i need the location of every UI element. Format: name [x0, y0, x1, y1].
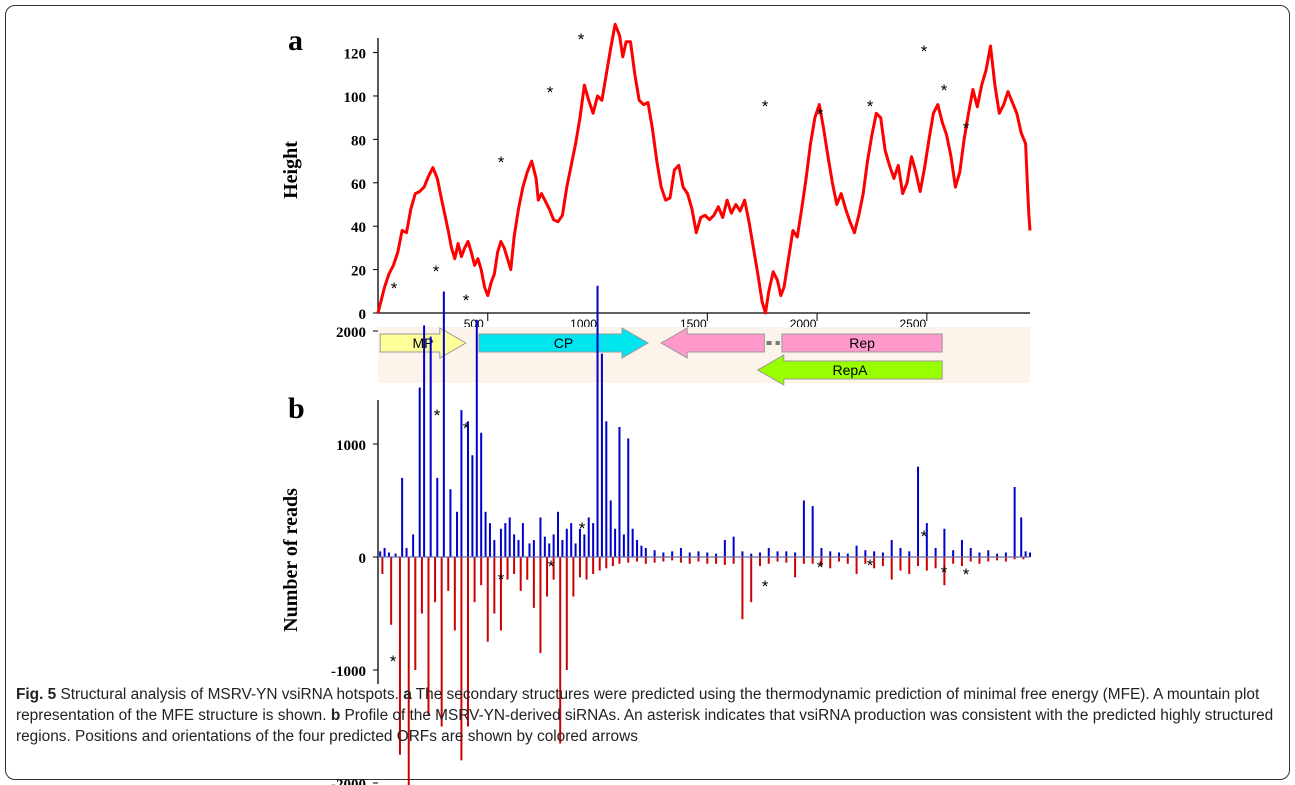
- structure-asterisk: *: [867, 97, 874, 116]
- orf-arrow: [756, 354, 943, 386]
- structure-asterisk: *: [762, 97, 769, 116]
- orf-arrow: [781, 333, 943, 353]
- genome-map: MP CP Rep RepA: [378, 327, 1030, 386]
- caption-title: Structural analysis of MSRV-YN vsiRNA ho…: [60, 686, 399, 703]
- structure-asterisk: *: [391, 279, 398, 298]
- y-tick-label-b: 0: [359, 551, 367, 567]
- y-axis-title-b: Number of reads: [280, 488, 302, 632]
- structure-asterisk: *: [433, 262, 440, 281]
- figure-caption: Fig. 5 Structural analysis of MSRV-YN vs…: [16, 684, 1278, 747]
- y-tick-label-a: 60: [351, 177, 366, 193]
- y-tick-label-a: 120: [344, 47, 367, 63]
- orf-label: MP: [413, 335, 434, 351]
- y-tick-label-b: 2000: [336, 325, 366, 341]
- caption-a-label: a: [403, 686, 412, 703]
- structure-asterisk: *: [498, 153, 505, 172]
- caption-a-text: The secondary structures were predicted …: [16, 686, 1260, 724]
- structure-asterisk: *: [921, 42, 928, 61]
- orf-label: CP: [554, 335, 573, 351]
- y-tick-label-b: -1000: [331, 664, 366, 680]
- vsirna-asterisk: *: [434, 406, 441, 425]
- figure-frame: [5, 5, 1290, 780]
- y-axis-title-a: Height: [280, 141, 302, 199]
- vsirna-asterisk: *: [548, 557, 555, 576]
- structure-asterisk: *: [463, 291, 470, 310]
- vsirna-asterisk: *: [817, 558, 824, 577]
- vsirna-asterisk: *: [463, 419, 470, 438]
- panel-b-label: b: [288, 392, 305, 425]
- vsirna-asterisk: *: [867, 556, 874, 575]
- structure-asterisk: *: [547, 83, 554, 102]
- y-tick-label-a: 100: [344, 90, 367, 106]
- structure-asterisk: *: [963, 119, 970, 138]
- vsirna-asterisk: *: [963, 565, 970, 584]
- vsirna-asterisk: *: [762, 577, 769, 596]
- orf-label: RepA: [832, 362, 868, 378]
- orf-arrow: [478, 327, 650, 359]
- y-tick-label-b: -2000: [331, 777, 366, 785]
- panel-a-label: a: [288, 24, 303, 57]
- y-tick-label-b: 1000: [336, 438, 366, 454]
- structure-asterisk: *: [941, 81, 948, 100]
- y-tick-label-a: 20: [351, 264, 366, 280]
- vsirna-asterisk: *: [390, 652, 397, 671]
- structure-asterisk: *: [578, 30, 585, 49]
- orf-arrow: [660, 327, 765, 359]
- caption-b-text: Profile of the MSRV-YN-derived siRNAs. A…: [16, 707, 1274, 745]
- y-tick-label-a: 80: [351, 133, 366, 149]
- caption-b-label: b: [330, 707, 341, 724]
- y-tick-label-a: 0: [359, 307, 367, 323]
- vsirna-asterisk: *: [941, 563, 948, 582]
- vsirna-asterisk: *: [921, 527, 928, 546]
- panel-b: b -2000 -1000 0 1000 2000 Number of reads * * * * *…: [280, 285, 1031, 785]
- mfe-mountain-line: [376, 22, 1032, 315]
- orf-label: Rep: [849, 335, 875, 351]
- y-tick-label-a: 40: [351, 220, 366, 236]
- vsirna-asterisk: *: [579, 519, 586, 538]
- caption-fig-label: Fig. 5: [16, 686, 57, 703]
- vsirna-asterisk: *: [498, 570, 505, 589]
- structure-asterisk: *: [817, 105, 824, 124]
